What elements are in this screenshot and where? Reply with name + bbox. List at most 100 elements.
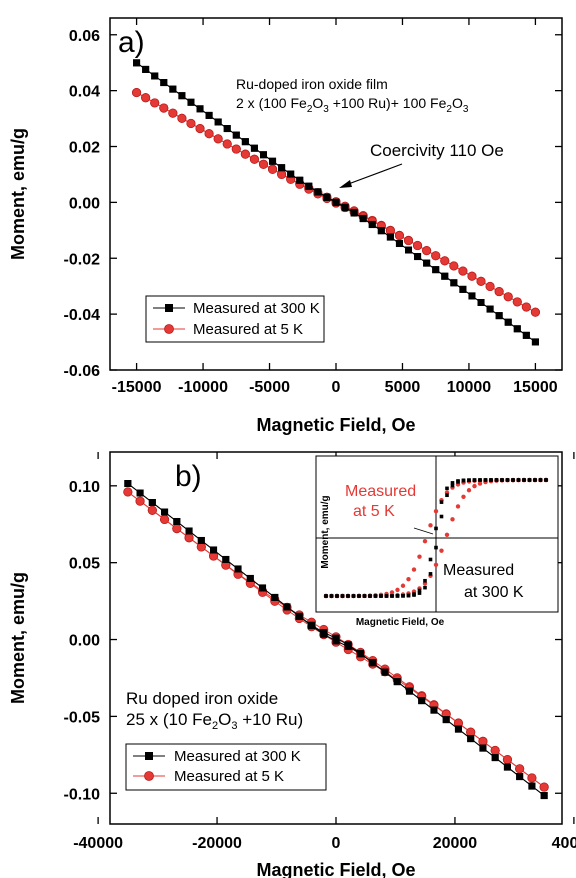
y-tick-label: 0.04 bbox=[69, 84, 100, 101]
y-tick-label: 0.02 bbox=[69, 140, 100, 157]
data-point bbox=[430, 706, 438, 714]
data-point bbox=[359, 215, 367, 223]
inset-point bbox=[466, 488, 472, 493]
x-tick-label: 15000 bbox=[513, 379, 558, 396]
inset-point bbox=[389, 590, 395, 595]
panel-b-ticks: -40000 -20000 0 20000 40000 -0.10 -0.05 0.00 0.0… bbox=[64, 452, 576, 852]
data-point bbox=[187, 98, 195, 106]
panel-a-coercivity-label: Coercivity 110 Oe bbox=[370, 141, 504, 160]
data-point bbox=[478, 736, 488, 746]
data-point bbox=[204, 129, 214, 139]
data-point bbox=[441, 272, 449, 280]
legend-label-5k: Measured at 5 K bbox=[174, 768, 284, 785]
data-point bbox=[369, 659, 377, 667]
data-point bbox=[356, 650, 364, 658]
data-point bbox=[476, 276, 486, 286]
panel-a-series bbox=[132, 59, 540, 346]
data-point bbox=[124, 480, 132, 488]
x-tick-label: 5000 bbox=[385, 379, 421, 396]
data-point bbox=[350, 209, 358, 217]
data-point bbox=[231, 144, 241, 154]
inset-pointer bbox=[413, 527, 434, 535]
data-point bbox=[258, 159, 269, 169]
legend-label-5k: Measured at 5 K bbox=[193, 321, 303, 338]
data-point bbox=[393, 678, 401, 686]
data-point bbox=[123, 487, 133, 497]
panel-a: -15000 -10000 -5000 0 5000 10000 15000 -0.06 -0.… bbox=[8, 17, 563, 435]
data-point bbox=[295, 612, 303, 620]
data-point bbox=[323, 193, 331, 201]
inset-point bbox=[411, 567, 417, 572]
inset-ylabel: Moment, emu/g bbox=[320, 495, 331, 568]
y-tick-label: 0.00 bbox=[69, 633, 100, 650]
legend-marker-300k bbox=[145, 752, 153, 760]
data-point bbox=[246, 574, 254, 582]
inset-point bbox=[516, 478, 521, 482]
inset-point bbox=[461, 478, 466, 483]
data-point bbox=[450, 279, 458, 287]
data-point bbox=[502, 755, 512, 765]
inset-point bbox=[428, 557, 433, 562]
inset-point bbox=[373, 594, 378, 598]
inset-point bbox=[395, 594, 400, 598]
inset-point bbox=[395, 587, 400, 593]
data-point bbox=[516, 773, 524, 781]
data-point bbox=[159, 103, 169, 113]
data-point bbox=[467, 271, 477, 281]
legend-marker-300k bbox=[165, 304, 173, 312]
data-point bbox=[305, 182, 313, 190]
inset-point bbox=[428, 572, 433, 576]
inset-point bbox=[406, 577, 411, 582]
inset-point bbox=[522, 478, 526, 482]
data-point bbox=[296, 176, 304, 184]
data-point bbox=[512, 297, 522, 307]
inset-point bbox=[477, 481, 483, 486]
inset-point bbox=[379, 594, 383, 598]
series-300k bbox=[124, 480, 548, 800]
data-point bbox=[442, 716, 450, 724]
inset-point bbox=[412, 593, 416, 597]
data-point bbox=[381, 668, 389, 676]
inset-point bbox=[439, 500, 444, 504]
data-point bbox=[197, 536, 205, 544]
y-tick-label: -0.02 bbox=[64, 251, 101, 268]
data-point bbox=[277, 169, 287, 180]
inset-point bbox=[423, 578, 427, 583]
data-point bbox=[418, 697, 426, 705]
inset-label-5k-line1: Measured bbox=[345, 483, 416, 500]
data-point bbox=[503, 292, 513, 302]
panel-b-series bbox=[123, 480, 549, 800]
inset-point bbox=[434, 545, 438, 550]
data-point bbox=[341, 204, 349, 212]
inset-point bbox=[445, 493, 449, 498]
data-point bbox=[160, 79, 168, 87]
data-point bbox=[368, 221, 376, 229]
data-point bbox=[234, 565, 242, 573]
data-point bbox=[485, 281, 495, 292]
data-point bbox=[405, 246, 413, 254]
data-point bbox=[320, 630, 328, 638]
panel-a-ticks: -15000 -10000 -5000 0 5000 10000 15000 -0.06 -0.… bbox=[64, 18, 562, 396]
data-point bbox=[454, 725, 462, 733]
y-tick-label: -0.05 bbox=[64, 709, 101, 726]
data-point bbox=[531, 338, 539, 346]
data-point bbox=[467, 735, 475, 743]
data-point bbox=[222, 555, 230, 563]
data-point bbox=[160, 514, 170, 525]
y-tick-label: 0.05 bbox=[69, 556, 100, 573]
panel-b-legend: Measured at 300 K Measured at 5 K bbox=[125, 743, 327, 791]
data-point bbox=[241, 138, 249, 146]
inset-point bbox=[450, 517, 455, 522]
data-point bbox=[522, 331, 530, 339]
inset-point bbox=[455, 504, 461, 509]
data-point bbox=[283, 603, 291, 611]
data-point bbox=[468, 292, 476, 300]
panel-b-inset: Measured at 5 K Measured at 300 K Magnet… bbox=[315, 455, 559, 628]
data-point bbox=[196, 542, 206, 552]
panel-a-sample-line1: Ru-doped iron oxide film bbox=[236, 76, 388, 92]
y-tick-label: 0.00 bbox=[69, 195, 100, 212]
data-point bbox=[210, 546, 218, 554]
data-point bbox=[395, 240, 403, 248]
panel-a-sample-line2: 2 x (100 Fe2O3 +100 Ru)+ 100 Fe2O3 bbox=[236, 95, 469, 115]
